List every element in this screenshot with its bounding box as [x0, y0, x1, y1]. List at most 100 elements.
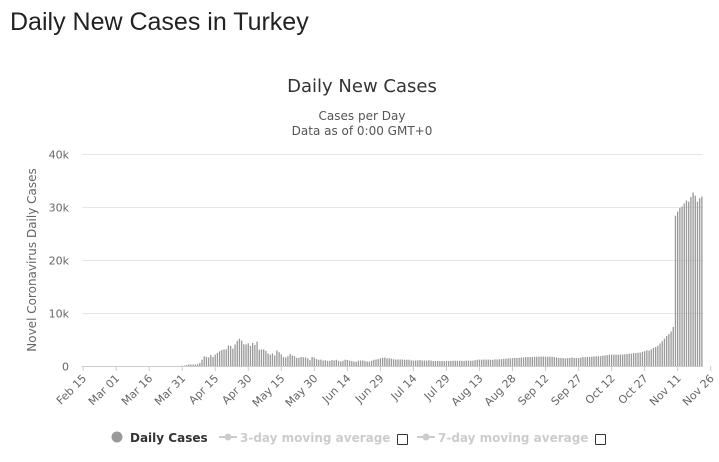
bar[interactable]: [293, 356, 296, 366]
bar[interactable]: [267, 353, 269, 366]
bar[interactable]: [613, 354, 615, 366]
bar[interactable]: [551, 356, 553, 366]
bar[interactable]: [421, 360, 423, 366]
bar[interactable]: [260, 349, 263, 366]
bar[interactable]: [646, 350, 648, 366]
bar[interactable]: [375, 359, 377, 366]
bar[interactable]: [511, 358, 514, 366]
bar[interactable]: [216, 352, 219, 366]
bar[interactable]: [624, 354, 626, 366]
bar[interactable]: [514, 358, 516, 366]
bar[interactable]: [331, 359, 333, 366]
bar[interactable]: [346, 359, 349, 366]
bar[interactable]: [668, 334, 670, 366]
bar[interactable]: [696, 201, 699, 366]
bar[interactable]: [540, 356, 542, 366]
bar[interactable]: [340, 361, 342, 366]
bar[interactable]: [315, 359, 318, 366]
bar[interactable]: [652, 348, 655, 366]
bar[interactable]: [245, 344, 247, 366]
bar[interactable]: [337, 360, 340, 366]
bar[interactable]: [364, 361, 366, 366]
bar[interactable]: [608, 354, 611, 366]
bar[interactable]: [505, 358, 507, 366]
bar[interactable]: [390, 358, 393, 366]
bar[interactable]: [425, 360, 428, 366]
bar[interactable]: [549, 356, 551, 366]
bar[interactable]: [311, 356, 313, 366]
bar[interactable]: [639, 352, 641, 366]
bar[interactable]: [516, 357, 518, 366]
bar[interactable]: [456, 360, 459, 366]
bar[interactable]: [542, 356, 545, 366]
bar[interactable]: [461, 360, 463, 366]
bar[interactable]: [641, 351, 644, 366]
bar[interactable]: [663, 338, 666, 366]
bar[interactable]: [205, 356, 208, 366]
legend-item-daily-cases[interactable]: Daily Cases: [111, 431, 208, 445]
legend-item-7-day-average[interactable]: 7-day moving average: [417, 431, 588, 445]
bar[interactable]: [582, 357, 584, 366]
bar[interactable]: [452, 360, 454, 366]
bar[interactable]: [342, 360, 344, 366]
bar[interactable]: [657, 345, 659, 366]
bar[interactable]: [386, 358, 388, 366]
bar[interactable]: [615, 354, 617, 366]
bar[interactable]: [370, 360, 373, 366]
bar[interactable]: [430, 360, 432, 366]
bar[interactable]: [690, 196, 692, 366]
bar[interactable]: [560, 357, 562, 366]
bar[interactable]: [271, 353, 274, 366]
bar[interactable]: [291, 355, 293, 366]
bar[interactable]: [602, 355, 604, 366]
bar[interactable]: [569, 357, 571, 366]
bar[interactable]: [577, 358, 580, 366]
bar[interactable]: [558, 357, 560, 366]
bar[interactable]: [210, 355, 212, 366]
bar[interactable]: [610, 354, 613, 366]
bar[interactable]: [472, 360, 474, 366]
bar[interactable]: [232, 348, 234, 366]
bar[interactable]: [685, 200, 688, 366]
bar[interactable]: [503, 358, 505, 366]
bar[interactable]: [392, 359, 395, 366]
bar[interactable]: [637, 352, 639, 366]
bar[interactable]: [357, 360, 360, 366]
bar[interactable]: [313, 357, 315, 366]
bar[interactable]: [555, 357, 558, 366]
bar[interactable]: [566, 358, 569, 366]
bar[interactable]: [606, 355, 608, 366]
bar[interactable]: [507, 358, 509, 366]
bar[interactable]: [254, 344, 256, 366]
bar[interactable]: [207, 357, 210, 366]
bar[interactable]: [500, 359, 503, 366]
bar[interactable]: [185, 365, 188, 366]
bar[interactable]: [494, 359, 496, 366]
bar[interactable]: [236, 340, 238, 366]
bar[interactable]: [368, 361, 371, 367]
bar[interactable]: [280, 354, 282, 366]
bar[interactable]: [694, 195, 696, 366]
bar[interactable]: [699, 198, 701, 366]
bar[interactable]: [329, 360, 331, 366]
bar[interactable]: [564, 358, 567, 366]
bar[interactable]: [679, 207, 681, 366]
bar[interactable]: [412, 360, 415, 366]
bar[interactable]: [467, 360, 470, 366]
bar[interactable]: [474, 360, 476, 366]
bar[interactable]: [604, 355, 606, 366]
bar[interactable]: [481, 359, 483, 366]
bar[interactable]: [423, 360, 426, 366]
bar[interactable]: [683, 203, 685, 367]
bar[interactable]: [397, 359, 399, 366]
bar[interactable]: [509, 358, 511, 366]
bar[interactable]: [296, 357, 298, 366]
bar[interactable]: [492, 359, 494, 366]
bar[interactable]: [465, 360, 467, 366]
bar[interactable]: [544, 356, 547, 366]
legend-checkbox-7-day[interactable]: [595, 434, 606, 445]
bar[interactable]: [632, 353, 635, 366]
bar[interactable]: [617, 354, 619, 366]
bar[interactable]: [428, 360, 430, 366]
bar[interactable]: [203, 356, 205, 366]
